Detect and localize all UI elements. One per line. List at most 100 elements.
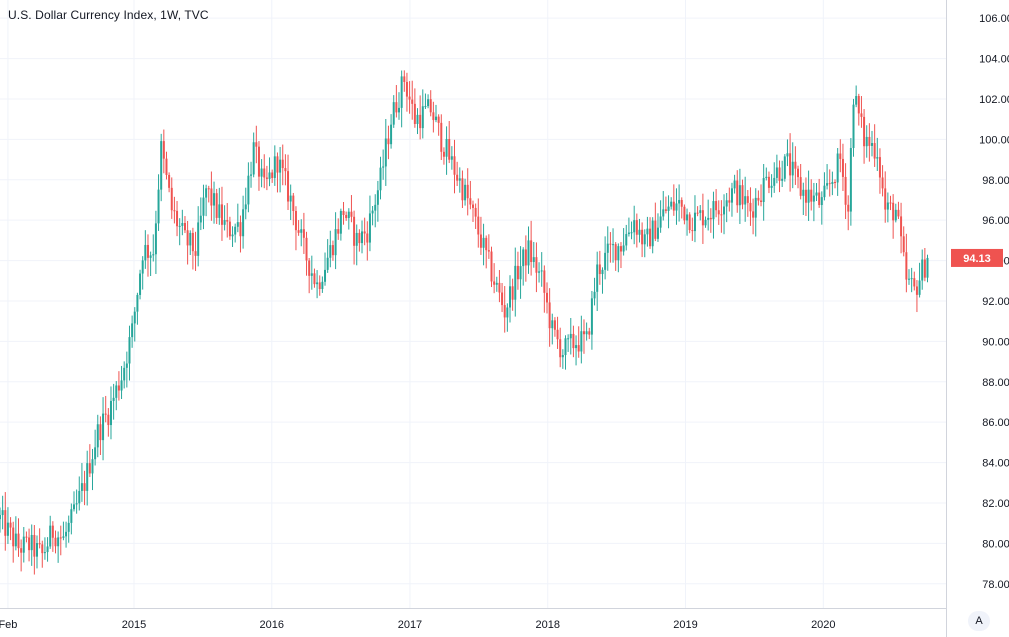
candle (852, 98, 855, 157)
candle (432, 101, 435, 133)
candle (20, 539, 23, 572)
candle (886, 192, 889, 223)
candle-body (688, 214, 691, 231)
candle (141, 256, 144, 290)
candle (707, 199, 710, 231)
candle (678, 184, 681, 222)
candles (0, 70, 929, 575)
candle-body (321, 281, 324, 289)
candle (889, 195, 892, 211)
candle (371, 206, 374, 226)
candle-body (844, 176, 847, 205)
candle (627, 217, 630, 237)
candle-body (860, 113, 863, 117)
candle (202, 184, 205, 230)
candle (91, 448, 94, 491)
candle-body (437, 116, 440, 123)
candle (760, 184, 763, 207)
candle (894, 203, 897, 223)
candle (358, 229, 361, 252)
candle-body (569, 333, 572, 339)
candle (94, 429, 97, 466)
candle (310, 255, 313, 290)
candle-body (358, 232, 361, 244)
candle (775, 154, 778, 184)
candle-body (43, 552, 46, 554)
candle (871, 130, 874, 157)
candle (590, 290, 593, 350)
candle-body (112, 397, 115, 401)
candle-body (474, 207, 477, 217)
candle (675, 188, 678, 225)
candle (791, 142, 794, 189)
candle (900, 202, 903, 254)
candle (738, 168, 741, 224)
candle (305, 231, 308, 276)
candle-body (894, 209, 897, 221)
candle-body (910, 278, 913, 280)
auto-scale-button[interactable]: A (968, 611, 990, 631)
candle (786, 139, 789, 167)
candle (257, 141, 260, 191)
candle (231, 226, 234, 247)
y-tick-label: 106.00 (979, 13, 1009, 25)
candle (107, 408, 110, 437)
candle (802, 182, 805, 216)
candle-body (379, 167, 382, 191)
candle-body (424, 106, 427, 108)
candle-body (802, 189, 805, 196)
candle (609, 232, 612, 263)
candle (487, 234, 490, 259)
candle-body (353, 216, 356, 246)
candle (321, 276, 324, 293)
candle (683, 204, 686, 225)
candle-body (152, 254, 155, 256)
candle (662, 191, 665, 221)
candle (564, 335, 567, 370)
candle (667, 195, 670, 229)
candle-body (511, 286, 514, 300)
candle (839, 139, 842, 173)
candle (841, 143, 844, 192)
candle-body (532, 257, 535, 263)
candle-body (461, 178, 464, 201)
candle-body (760, 200, 763, 203)
candle (316, 270, 319, 299)
candle-body (868, 136, 871, 146)
candle-body (284, 168, 287, 172)
candle-body (527, 240, 530, 266)
candle-body (495, 282, 498, 285)
candle (736, 170, 739, 213)
candle-body (485, 237, 488, 251)
y-tick-label: 78.00 (982, 579, 1009, 591)
candle (250, 161, 253, 188)
candle (260, 159, 263, 188)
candle (789, 133, 792, 192)
candle (744, 176, 747, 222)
candle-body (593, 291, 596, 299)
candle-body (564, 338, 567, 356)
candle-body (881, 177, 884, 189)
candle-body (828, 183, 831, 185)
candle-body (588, 331, 591, 335)
candle-body (263, 168, 266, 178)
candle-body (781, 178, 784, 181)
candle-body (746, 196, 749, 203)
candle-body (818, 192, 821, 206)
candle (218, 187, 221, 225)
candle-body (207, 188, 210, 190)
candle (659, 200, 662, 233)
candle-body (250, 174, 253, 176)
candle (128, 325, 131, 381)
candle (913, 271, 916, 291)
candle (165, 151, 168, 180)
candle (783, 154, 786, 182)
chart-title: U.S. Dollar Currency Index, 1W, TVC (8, 8, 209, 22)
candle (464, 178, 467, 206)
candle (136, 292, 139, 325)
candle-body (305, 237, 308, 261)
candle (635, 213, 638, 248)
candle-body (810, 189, 813, 202)
candle (873, 124, 876, 167)
